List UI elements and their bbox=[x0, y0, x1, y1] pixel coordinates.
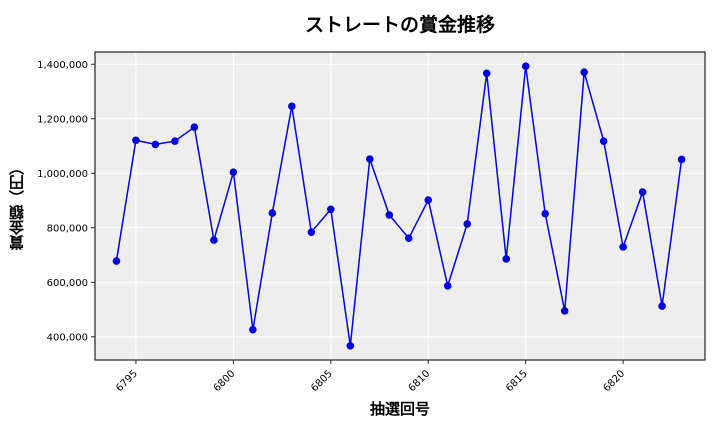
data-point bbox=[619, 243, 627, 251]
y-tick-label: 600,000 bbox=[47, 278, 88, 289]
data-point bbox=[424, 196, 433, 204]
data-point bbox=[677, 155, 686, 164]
data-point bbox=[385, 211, 394, 219]
data-point bbox=[482, 69, 491, 78]
data-point bbox=[288, 102, 296, 111]
data-point bbox=[502, 255, 511, 263]
grid-lines bbox=[95, 52, 705, 360]
data-point bbox=[443, 282, 452, 290]
data-point bbox=[521, 62, 530, 70]
x-tick-label: 6810 bbox=[407, 368, 433, 394]
series-line bbox=[115, 66, 683, 346]
x-axis: 6795 6800 6805 6810 6815 6820 bbox=[114, 360, 627, 394]
data-point bbox=[229, 168, 238, 177]
data-series bbox=[112, 62, 686, 350]
data-point bbox=[658, 302, 666, 310]
data-point bbox=[560, 307, 569, 315]
data-point bbox=[210, 236, 218, 244]
data-point bbox=[346, 342, 355, 350]
y-tick-label: 1,000,000 bbox=[37, 169, 88, 180]
data-point bbox=[580, 68, 588, 76]
data-point bbox=[541, 209, 549, 218]
plot-frame bbox=[94, 51, 706, 361]
x-tick-label: 6820 bbox=[601, 368, 627, 394]
x-axis-label: 抽選回号 bbox=[369, 400, 430, 418]
x-tick-label: 6815 bbox=[504, 368, 530, 394]
data-point bbox=[190, 123, 199, 132]
data-point bbox=[365, 155, 374, 163]
y-tick-label: 400,000 bbox=[47, 332, 88, 343]
data-point bbox=[268, 209, 277, 217]
plot-area bbox=[95, 52, 705, 360]
data-point bbox=[327, 205, 335, 214]
data-point bbox=[132, 136, 140, 145]
data-point bbox=[307, 228, 316, 236]
data-point bbox=[112, 257, 121, 265]
y-axis: 400,000 600,000 800,000 1,000,000 1,200,000 1… bbox=[37, 60, 95, 343]
data-point bbox=[249, 325, 257, 334]
data-point bbox=[151, 140, 160, 149]
chart-title: ストレートの賞金推移 bbox=[304, 14, 495, 36]
y-tick-label: 800,000 bbox=[47, 223, 88, 234]
data-point bbox=[171, 137, 179, 145]
data-point bbox=[404, 234, 413, 242]
data-point bbox=[638, 188, 647, 196]
data-point bbox=[599, 137, 608, 145]
data-point bbox=[463, 220, 472, 228]
x-tick-label: 6800 bbox=[212, 368, 238, 394]
x-tick-label: 6795 bbox=[114, 368, 140, 394]
y-tick-label: 1,200,000 bbox=[37, 114, 88, 125]
y-tick-label: 1,400,000 bbox=[37, 60, 88, 71]
x-tick-label: 6805 bbox=[309, 368, 335, 394]
